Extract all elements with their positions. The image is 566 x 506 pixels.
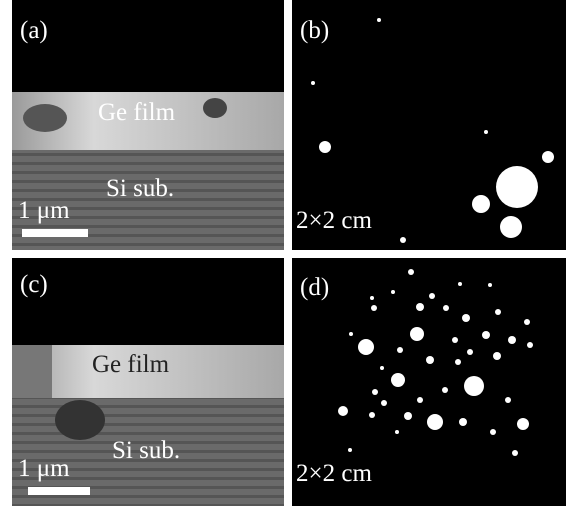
panel-label: (d) [300, 274, 329, 301]
scale-label: 1 μm [18, 455, 70, 482]
film-label: Ge film [98, 99, 176, 126]
panel-d: (d) 2×2 cm [292, 258, 566, 506]
scale-label: 1 μm [18, 197, 70, 224]
size-label: 2×2 cm [296, 207, 372, 234]
substrate-texture [55, 400, 105, 440]
substrate-label: Si sub. [106, 175, 174, 202]
size-label: 2×2 cm [296, 460, 372, 487]
substrate-label: Si sub. [112, 437, 180, 464]
panel-c: (c) Ge film Si sub. 1 μm [12, 258, 284, 506]
panel-b: (b) 2×2 cm [292, 0, 566, 250]
panel-label: (c) [20, 271, 48, 298]
panel-label: (a) [20, 17, 48, 44]
scale-bar [28, 487, 90, 495]
film-texture [203, 98, 227, 118]
scale-bar [22, 229, 88, 237]
film-texture [23, 104, 67, 132]
panel-label: (b) [300, 17, 329, 44]
film-label: Ge film [92, 351, 170, 378]
panel-a: (a) Ge film Si sub. 1 μm [12, 0, 284, 250]
figure: (a) Ge film Si sub. 1 μm (b) 2×2 cm (c) … [0, 0, 566, 506]
film-texture [12, 345, 52, 398]
